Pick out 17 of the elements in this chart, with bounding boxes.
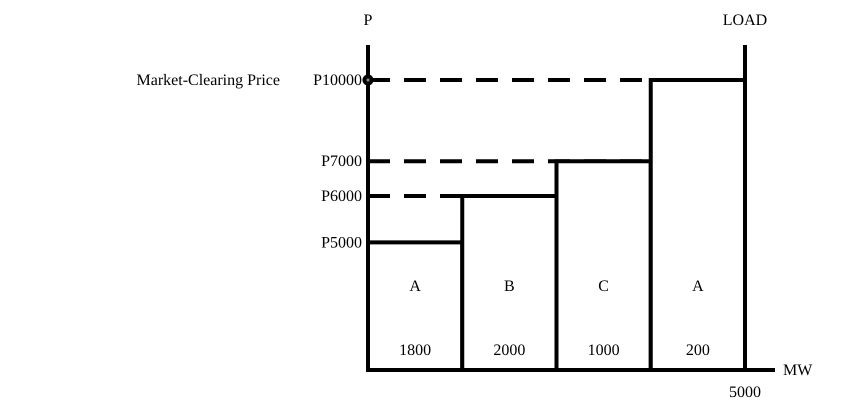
annotation: 2000 <box>493 342 526 359</box>
x-axis-title: MW <box>783 362 814 379</box>
x-tick-label: A <box>409 278 422 295</box>
x-tick-label: B <box>504 278 515 295</box>
ref-line-label: P6000 <box>321 188 362 205</box>
ref-line-label: P10000 <box>313 72 362 89</box>
text: 5000 <box>729 384 761 401</box>
annotation: 1800 <box>399 342 432 359</box>
text: P5000 <box>321 234 362 252</box>
ref-line-label: P7000 <box>321 153 362 170</box>
annotation: 200 <box>686 342 710 359</box>
x-tick-label: C <box>598 278 609 295</box>
x-tick-label: A <box>692 278 704 295</box>
y-axis-title: P <box>364 12 373 29</box>
text: Market-Clearing Price <box>136 72 280 89</box>
y2-axis-title: LOAD <box>722 12 768 29</box>
annotation: 1000 <box>588 342 620 359</box>
